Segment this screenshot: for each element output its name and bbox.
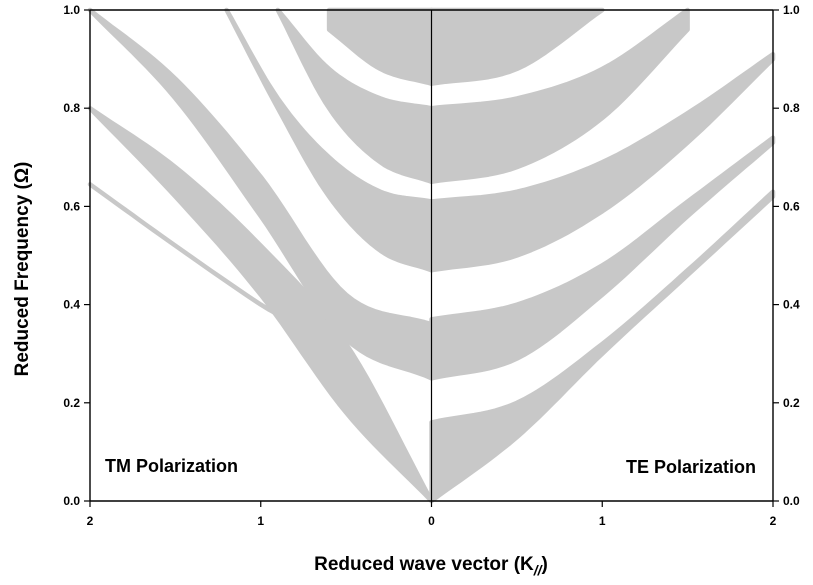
tm-band-6 — [326, 7, 434, 86]
te-band-5 — [429, 7, 605, 86]
axes-layer: 2 1 0 1 2 0.0 0.0 0.2 0.2 0.4 0.4 0.6 0.6 0.8 0.8 1.0 1.… — [63, 3, 800, 528]
y-tick-label-left-2: 0.4 — [63, 298, 80, 312]
x-axis-title-main: Reduced wave vector (K — [314, 554, 534, 575]
x-axis-title-close: ) — [542, 554, 548, 575]
y-tick-label-right-4: 0.8 — [783, 101, 800, 115]
y-tick-label-right-0: 0.0 — [783, 494, 800, 508]
x-axis-title: Reduced wave vector (K//) — [314, 554, 548, 578]
annotation-tm-polarization: TM Polarization — [105, 456, 238, 476]
tm-band-4 — [224, 7, 434, 273]
y-tick-label-left-1: 0.2 — [63, 396, 80, 410]
y-axis-title: Reduced Frequency (Ω) — [12, 162, 33, 377]
y-tick-label-right-1: 0.2 — [783, 396, 800, 410]
x-tick-label-0: 2 — [87, 514, 94, 528]
x-tick-label-1: 1 — [257, 514, 264, 528]
y-tick-label-left-3: 0.6 — [63, 199, 80, 213]
annotation-te-polarization: TE Polarization — [626, 457, 756, 477]
y-tick-label-right-3: 0.6 — [783, 199, 800, 213]
tm-band-3 — [87, 7, 434, 381]
y-tick-label-left-0: 0.0 — [63, 494, 80, 508]
y-tick-label-right-5: 1.0 — [783, 3, 800, 17]
y-tick-label-left-5: 1.0 — [63, 3, 80, 17]
x-tick-label-4: 2 — [770, 514, 777, 528]
y-tick-label-right-2: 0.4 — [783, 298, 800, 312]
tm-band-5 — [275, 7, 434, 185]
te-band-4 — [429, 7, 690, 185]
y-tick-label-left-4: 0.8 — [63, 101, 80, 115]
x-axis-title-subscript: // — [533, 562, 544, 578]
bands-layer — [87, 7, 776, 504]
x-tick-label-3: 1 — [599, 514, 606, 528]
labels-layer: TM Polarization TE Polarization Reduced … — [12, 162, 756, 578]
x-tick-label-2: 0 — [428, 514, 435, 528]
